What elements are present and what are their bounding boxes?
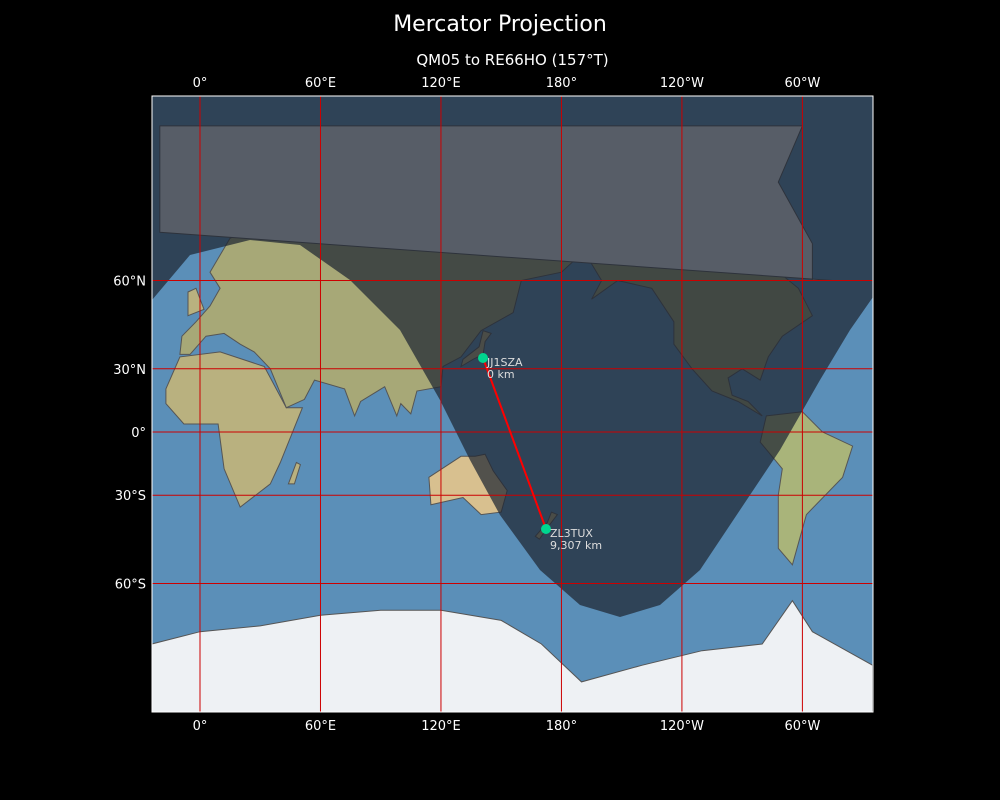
map-subtitle: QM05 to RE66HO (157°T): [416, 51, 609, 69]
station-distance: 9,307 km: [550, 539, 602, 552]
x-tick-label: 180°: [546, 719, 577, 734]
graticule: [152, 96, 873, 712]
station-distance: 0 km: [487, 368, 515, 381]
y-tick-label: 30°N: [113, 363, 146, 378]
x-tick-label: 120°W: [660, 719, 704, 734]
madagascar: [287, 461, 302, 485]
map-title: Mercator Projection: [393, 12, 607, 37]
y-tick-label: 0°: [131, 426, 146, 441]
x-tick-label: 0°: [193, 76, 208, 91]
y-tick-label: 30°S: [115, 489, 146, 504]
x-tick-label: 60°E: [305, 719, 336, 734]
station-dot: [541, 524, 551, 534]
station-callsign: JJ1SZA: [486, 356, 523, 369]
x-tick-label: 60°W: [784, 76, 820, 91]
x-tick-label: 60°W: [784, 719, 820, 734]
x-tick-label: 120°W: [660, 76, 704, 91]
station-dot: [478, 353, 488, 363]
night-shading: [152, 96, 873, 617]
station-callsign: ZL3TUX: [550, 527, 593, 540]
x-tick-label: 120°E: [421, 76, 461, 91]
x-tick-label: 120°E: [421, 719, 461, 734]
south-america: [759, 411, 854, 566]
x-tick-label: 0°: [193, 719, 208, 734]
y-tick-label: 60°S: [115, 578, 146, 593]
x-tick-label: 60°E: [305, 76, 336, 91]
great-circle-path: [482, 357, 547, 530]
x-tick-label: 180°: [546, 76, 577, 91]
map-frame: [151, 95, 874, 713]
y-tick-label: 60°N: [113, 274, 146, 289]
